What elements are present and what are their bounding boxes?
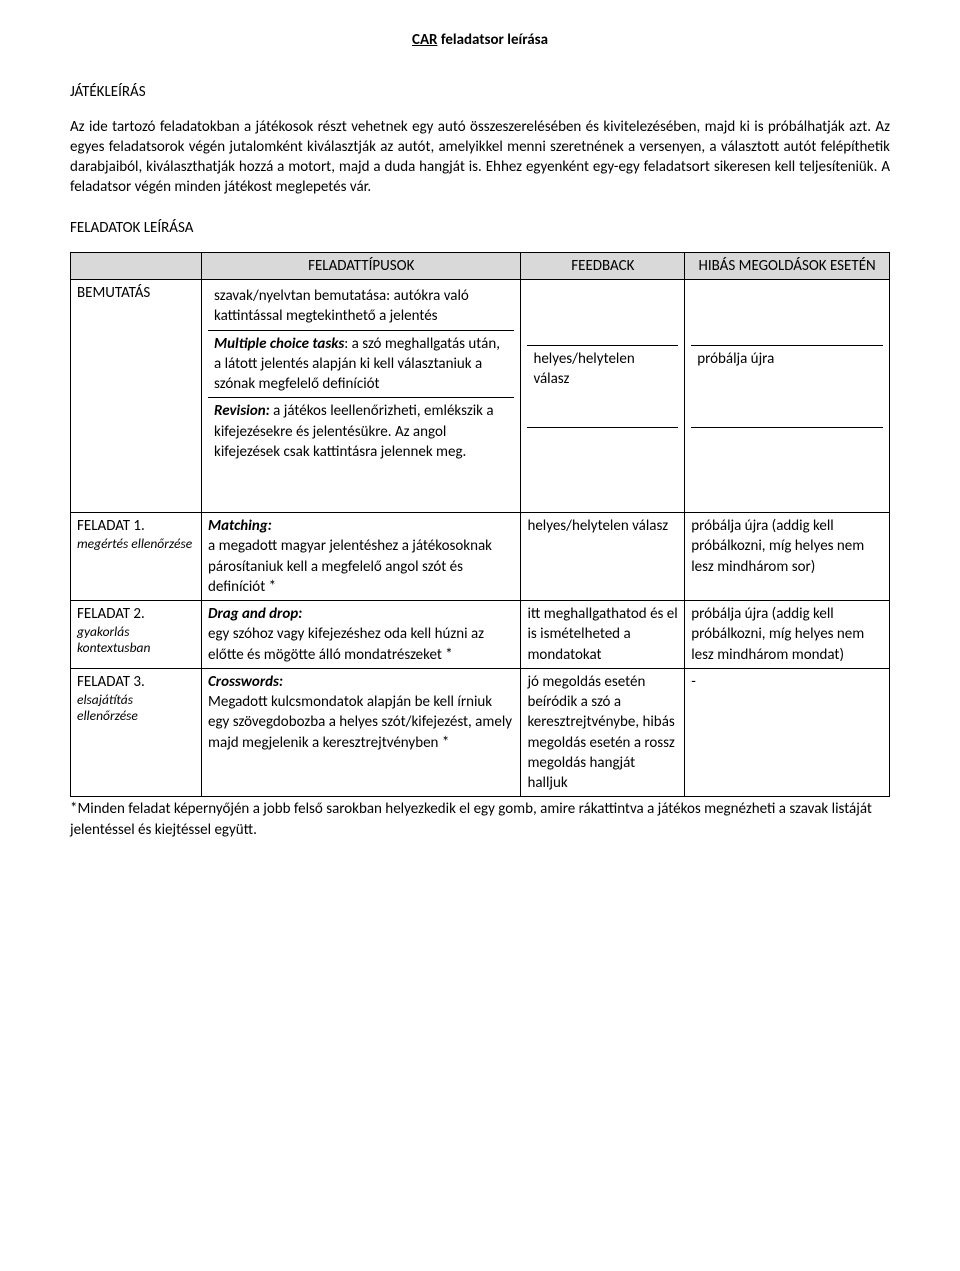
- table-row-feladat3: FELADAT 3. elsajátítás ellenőrzése Cross…: [71, 668, 890, 797]
- row-label-feladat1-sub: megértés ellenőrzése: [77, 536, 195, 552]
- game-description-paragraph: Az ide tartozó feladatokban a játékosok …: [70, 117, 890, 198]
- table-row-feladat2: FELADAT 2. gyakorlás kontextusban Drag a…: [71, 601, 890, 669]
- row-label-feladat1: FELADAT 1. megértés ellenőrzése: [71, 513, 202, 601]
- feladat2-task-rest: egy szóhoz vagy kifejezéshez oda kell hú…: [208, 625, 484, 663]
- feladat2-feedback: itt meghallgathatod és el is ismételhete…: [521, 601, 685, 669]
- row-label-feladat2-title: FELADAT 2.: [77, 604, 195, 624]
- col-header-feedback: FEEDBACK: [521, 252, 685, 279]
- row-label-feladat3: FELADAT 3. elsajátítás ellenőrzése: [71, 668, 202, 797]
- feladat2-task: Drag and drop: egy szóhoz vagy kifejezés…: [202, 601, 521, 669]
- row-label-feladat2: FELADAT 2. gyakorlás kontextusban: [71, 601, 202, 669]
- col-header-error: HIBÁS MEGOLDÁSOK ESETÉN: [685, 252, 890, 279]
- feladat3-task-rest: Megadott kulcsmondatok alapján be kell í…: [208, 693, 512, 752]
- bemutatas-sub2: Multiple choice tasks: a szó meghallgatá…: [208, 330, 514, 398]
- bemutatas-sub1: szavak/nyelvtan bemutatása: autókra való…: [208, 283, 514, 330]
- row-label-feladat3-title: FELADAT 3.: [77, 672, 195, 692]
- bemutatas-sub3-lead: Revision:: [214, 402, 270, 420]
- bemutatas-err3: [691, 427, 883, 509]
- feladat1-task-rest: a megadott magyar jelentéshez a játékoso…: [208, 537, 492, 596]
- bemutatas-fb2: helyes/helytelen válasz: [527, 345, 678, 427]
- table-row-bemutatas: BEMUTATÁS szavak/nyelvtan bemutatása: au…: [71, 280, 890, 513]
- row-label-feladat2-sub: gyakorlás kontextusban: [77, 624, 195, 655]
- feladat2-error: próbálja újra (addig kell próbálkozni, m…: [685, 601, 890, 669]
- feladat1-task-lead: Matching:: [208, 517, 272, 535]
- feladat3-task-lead: Crosswords:: [208, 673, 283, 691]
- feladat3-feedback: jó megoldás esetén beíródik a szó a kere…: [521, 668, 685, 797]
- bemutatas-sub3: Revision: a játékos leellenőrizheti, eml…: [208, 397, 514, 465]
- col-header-tasks: FELADATTÍPUSOK: [202, 252, 521, 279]
- row-label-feladat1-title: FELADAT 1.: [77, 516, 195, 536]
- feladat2-task-lead: Drag and drop:: [208, 605, 302, 623]
- title-rest: feladatsor leírása: [437, 31, 548, 49]
- bemutatas-err1: [691, 283, 883, 345]
- table-corner-cell: [71, 252, 202, 279]
- title-underlined: CAR: [412, 31, 437, 49]
- page-title: CAR feladatsor leírása: [70, 30, 890, 50]
- heading-tasks: FELADATOK LEÍRÁSA: [70, 218, 890, 238]
- bemutatas-fb1: [527, 283, 678, 345]
- bemutatas-tasks-cell: szavak/nyelvtan bemutatása: autókra való…: [202, 280, 521, 513]
- bemutatas-err2: próbálja újra: [691, 345, 883, 427]
- bemutatas-sub2-lead: Multiple choice tasks: [214, 335, 344, 353]
- footnote: *Minden feladat képernyőjén a jobb felső…: [70, 799, 890, 840]
- tasks-table: FELADATTÍPUSOK FEEDBACK HIBÁS MEGOLDÁSOK…: [70, 252, 890, 798]
- bemutatas-feedback-cell: helyes/helytelen válasz: [521, 280, 685, 513]
- bemutatas-fb3: [527, 427, 678, 509]
- feladat1-feedback: helyes/helytelen válasz: [521, 513, 685, 601]
- row-label-bemutatas: BEMUTATÁS: [71, 280, 202, 513]
- heading-game-description: JÁTÉKLEÍRÁS: [70, 82, 890, 102]
- bemutatas-error-cell: próbálja újra: [685, 280, 890, 513]
- row-label-bemutatas-title: BEMUTATÁS: [77, 283, 195, 303]
- feladat1-error: próbálja újra (addig kell próbálkozni, m…: [685, 513, 890, 601]
- feladat3-task: Crosswords: Megadott kulcsmondatok alapj…: [202, 668, 521, 797]
- feladat3-error: -: [685, 668, 890, 797]
- table-row-feladat1: FELADAT 1. megértés ellenőrzése Matching…: [71, 513, 890, 601]
- table-header-row: FELADATTÍPUSOK FEEDBACK HIBÁS MEGOLDÁSOK…: [71, 252, 890, 279]
- row-label-feladat3-sub: elsajátítás ellenőrzése: [77, 692, 195, 723]
- feladat1-task: Matching: a megadott magyar jelentéshez …: [202, 513, 521, 601]
